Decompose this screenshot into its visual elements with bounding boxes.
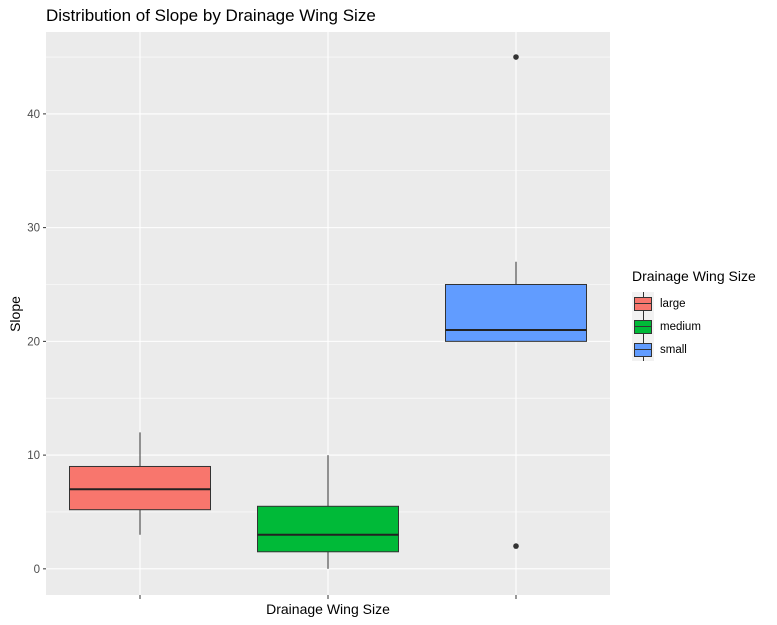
legend-title: Drainage Wing Size — [632, 268, 756, 284]
box-small — [445, 54, 587, 549]
chart-title: Distribution of Slope by Drainage Wing S… — [46, 6, 376, 25]
legend-item-small: small — [632, 338, 756, 361]
y-tick-label: 10 — [27, 450, 40, 462]
outlier-point — [513, 54, 519, 60]
legend-label: medium — [660, 320, 701, 333]
iqr-box — [445, 283, 587, 342]
x-axis-label: Drainage Wing Size — [266, 601, 390, 617]
box-large — [69, 432, 211, 535]
outlier-point — [513, 543, 519, 549]
y-tick-label: 30 — [27, 223, 40, 235]
boxes — [69, 54, 587, 569]
legend-label: small — [660, 343, 687, 356]
legend-label: large — [660, 297, 686, 310]
legend-key — [632, 292, 654, 315]
y-tick-label: 20 — [27, 336, 40, 348]
y-tick-label: 40 — [27, 109, 40, 121]
legend: Drainage Wing Size large medium small — [632, 268, 756, 361]
x-axis — [139, 595, 517, 599]
y-axis-label: Slope — [7, 296, 23, 332]
y-axis: 0 10 20 30 40 — [27, 109, 46, 576]
legend-item-large: large — [632, 292, 756, 315]
y-tick-label: 0 — [34, 564, 40, 576]
legend-key — [632, 315, 654, 338]
legend-key — [632, 338, 654, 361]
box-medium — [257, 455, 399, 569]
iqr-box — [257, 505, 399, 553]
legend-item-medium: medium — [632, 315, 756, 338]
iqr-box — [69, 465, 211, 511]
